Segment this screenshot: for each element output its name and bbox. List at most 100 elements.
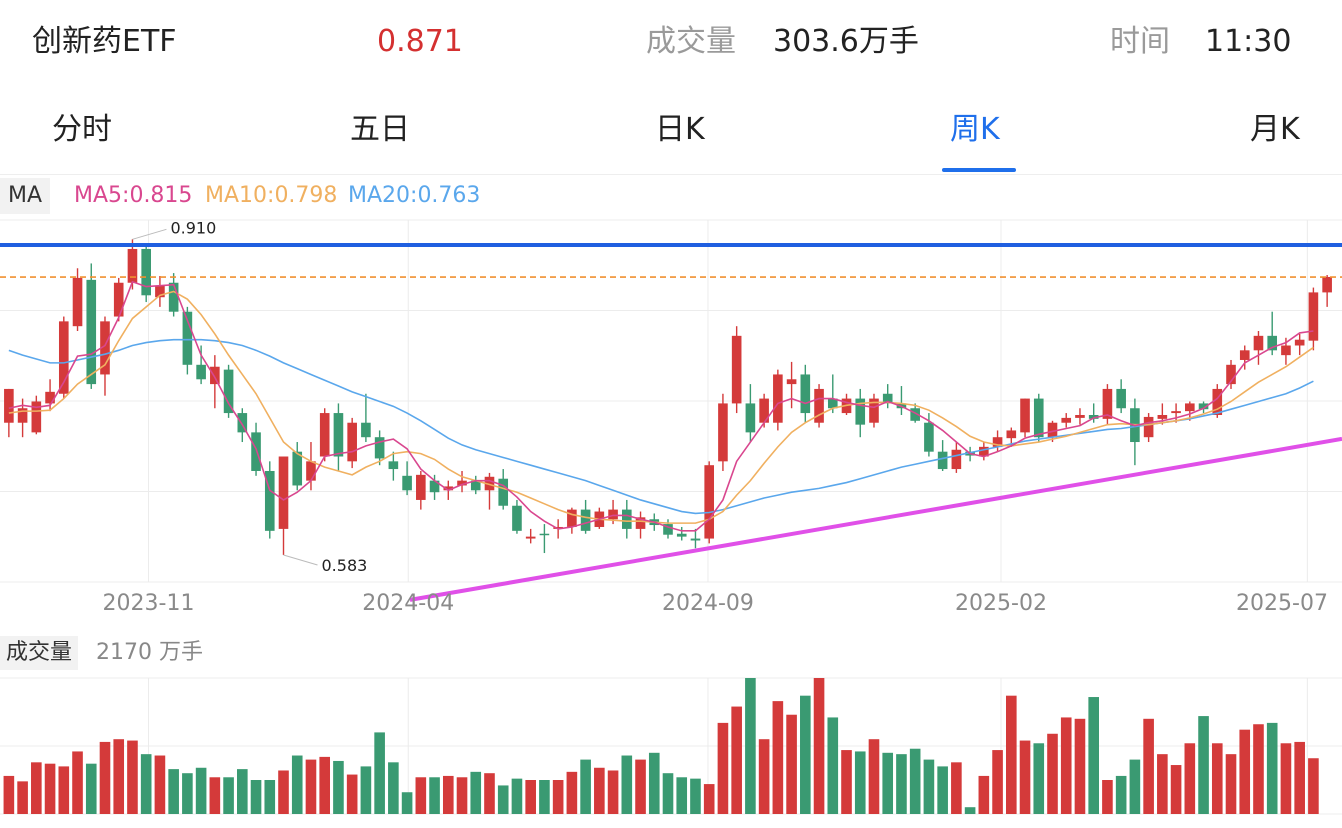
x-tick-label: 2024-09 <box>662 591 754 616</box>
volume-bar <box>99 741 111 814</box>
volume-chart[interactable] <box>0 672 1342 818</box>
volume-bar <box>1088 697 1099 814</box>
active-tab-indicator <box>942 168 1016 172</box>
ma5-value: MA5:0.815 <box>74 183 193 208</box>
candle-body <box>113 282 124 317</box>
candle-body <box>182 311 193 365</box>
volume-bar <box>346 774 358 814</box>
volume-bar <box>964 807 976 814</box>
volume-max-value: 2170 万手 <box>96 640 203 665</box>
tab-intraday[interactable]: 分时 <box>52 112 112 147</box>
volume-bar <box>1253 724 1264 814</box>
volume-bar <box>388 762 399 814</box>
candle-body <box>1061 417 1072 423</box>
volume-value: 303.6万手 <box>773 24 919 59</box>
ma5-line <box>8 280 1314 532</box>
indicator-selector[interactable]: MA <box>0 178 51 214</box>
volume-bar <box>909 748 921 814</box>
candle-body <box>1185 403 1195 412</box>
volume-bar <box>1211 743 1223 814</box>
candle-body <box>223 369 234 414</box>
candle-body <box>855 398 866 425</box>
volume-bar <box>580 759 591 814</box>
tab-daily-k[interactable]: 日K <box>655 112 705 147</box>
volume-bar <box>113 739 125 814</box>
candlestick-chart[interactable]: 0.910 0.583 2023-11 2024-04 2024-09 2025-02 20… <box>0 214 1342 630</box>
volume-bar <box>868 739 880 814</box>
volume-bar <box>305 759 317 814</box>
volume-bar <box>648 752 660 814</box>
candle-body <box>1267 335 1278 351</box>
volume-bar <box>841 750 852 814</box>
candle-body <box>333 413 344 457</box>
candle-body <box>1116 388 1126 409</box>
candle-body <box>1020 398 1030 433</box>
candle-body <box>361 422 371 438</box>
volume-bar <box>882 752 894 814</box>
volume-indicator-label[interactable]: 成交量 <box>0 636 79 670</box>
candle-body <box>608 509 618 520</box>
volume-bar <box>374 732 385 814</box>
x-tick-label: 2025-07 <box>1236 591 1328 616</box>
candle-body <box>4 388 14 423</box>
volume-bar <box>223 777 234 814</box>
volume-bar <box>264 780 276 814</box>
volume-bar <box>717 722 729 814</box>
candle-body <box>1171 411 1181 414</box>
x-tick-label: 2025-02 <box>955 591 1047 616</box>
volume-bar <box>470 771 482 814</box>
tab-monthly-k[interactable]: 月K <box>1250 112 1300 147</box>
volume-bar <box>621 755 633 814</box>
volume-bar <box>594 767 605 814</box>
volume-bar <box>1294 741 1305 814</box>
volume-bar <box>1102 780 1113 814</box>
candle-body <box>539 533 550 536</box>
candle-body <box>745 403 756 433</box>
support-trend-line[interactable] <box>409 436 1342 602</box>
volume-bar <box>539 780 550 814</box>
volume-bar <box>209 777 221 814</box>
tab-five-day[interactable]: 五日 <box>350 112 410 147</box>
volume-bar <box>525 780 536 814</box>
volume-bar <box>456 777 468 814</box>
volume-bar <box>745 678 756 814</box>
volume-bar <box>800 695 811 814</box>
candle-body <box>567 509 577 527</box>
volume-bar <box>85 763 97 814</box>
low-annotation-leader <box>283 554 318 566</box>
candle-body <box>910 408 920 421</box>
volume-bar <box>552 780 564 814</box>
candle-body <box>827 398 838 409</box>
volume-bar <box>951 762 962 814</box>
ma20-line <box>8 338 1314 515</box>
volume-bar <box>497 785 509 814</box>
candle-body <box>470 480 481 491</box>
ma-legend: MA MA5:0.815 MA10:0.798 MA20:0.763 <box>0 178 1342 214</box>
candle-body <box>1281 345 1291 356</box>
candle-body <box>690 538 701 541</box>
volume-bar <box>758 739 770 814</box>
candle-body <box>306 461 316 481</box>
candle-body <box>635 517 646 529</box>
x-tick-label: 2024-04 <box>362 591 454 616</box>
ma20-value: MA20:0.763 <box>348 183 481 208</box>
candle-body <box>141 248 151 296</box>
candle-body <box>251 432 261 471</box>
tab-weekly-k[interactable]: 周K <box>950 112 1000 147</box>
ma10-value: MA10:0.798 <box>205 183 338 208</box>
candle-body <box>1047 422 1058 438</box>
volume-bar <box>1266 722 1278 814</box>
volume-bar <box>703 784 715 814</box>
candle-body <box>1308 292 1319 341</box>
volume-bar <box>1005 695 1017 814</box>
candle-body <box>553 526 563 529</box>
volume-legend: 成交量 2170 万手 <box>0 636 1342 670</box>
candle-body <box>759 398 769 423</box>
volume-bar <box>1047 733 1058 814</box>
volume-bar <box>1239 729 1251 814</box>
candle-body <box>704 465 715 539</box>
candle-body <box>1006 430 1017 439</box>
volume-bar <box>17 781 28 814</box>
candle-body <box>800 374 811 414</box>
volume-bar <box>896 754 907 814</box>
